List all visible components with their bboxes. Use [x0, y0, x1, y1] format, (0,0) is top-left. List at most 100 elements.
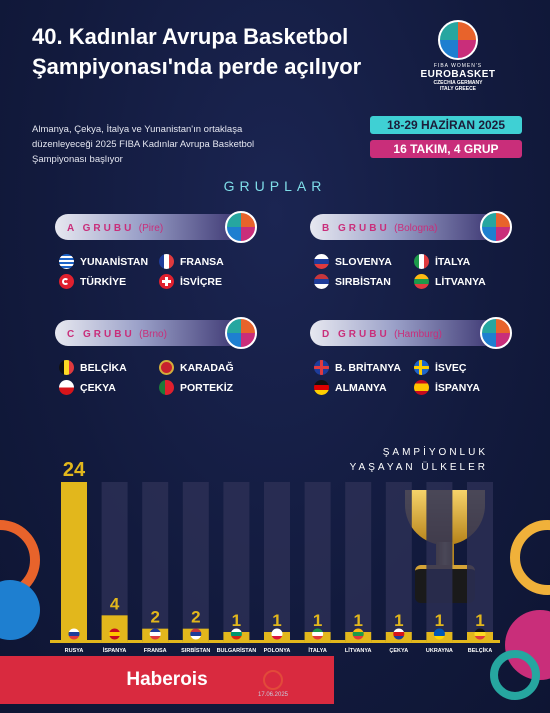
bar-value-label: 1 [272, 611, 281, 630]
logo-hosts-line-2: ITALY GREECE [439, 86, 477, 92]
group-b: B GRUBU (Bologna) SLOVENYA İTALYA SIRBİS… [310, 211, 512, 304]
country-flag-icon [312, 628, 324, 640]
lithuania-flag-icon [414, 274, 429, 289]
group-header: A GRUBU (Pire) [55, 211, 257, 243]
team-item: SLOVENYA [314, 254, 392, 269]
team-name: İSVİÇRE [180, 275, 223, 288]
bar-track [345, 482, 372, 642]
group-header: C GRUBU (Brno) [55, 317, 257, 349]
decorative-ring [510, 520, 550, 595]
team-item: İSPANYA [414, 380, 480, 395]
bar-value-label: 1 [313, 611, 322, 630]
team-name: TÜRKİYE [80, 275, 127, 288]
team-name: YUNANİSTAN [80, 255, 149, 268]
team-item: İSVİÇRE [159, 274, 222, 289]
team-item: ÇEKYA [59, 380, 116, 395]
team-item: B. BRİTANYA [314, 360, 401, 375]
eurobasket-badge-icon [480, 211, 512, 243]
germany-flag-icon [314, 380, 329, 395]
italy-flag-icon [414, 254, 429, 269]
team-item: TÜRKİYE [59, 274, 126, 289]
sweden-flag-icon [414, 360, 429, 375]
category-label: SIRBİSTAN [181, 647, 210, 654]
team-name: PORTEKİZ [180, 381, 234, 394]
eurobasket-badge-icon [480, 317, 512, 349]
switzerland-flag-icon [159, 274, 174, 289]
eurobasket-badge-icon [225, 317, 257, 349]
group-name: B GRUBU [322, 223, 390, 234]
category-label: İTALYA [308, 647, 326, 654]
group-city: (Brno) [139, 329, 167, 340]
country-flag-icon [68, 628, 80, 640]
slovenia-flag-icon [314, 254, 329, 269]
czechia-flag-icon [59, 380, 74, 395]
bar-value-label: 2 [150, 608, 159, 627]
team-list: YUNANİSTAN FRANSA TÜRKİYE İSVİÇRE [55, 254, 255, 304]
bar-track [182, 482, 209, 642]
team-name: BELÇİKA [80, 361, 127, 374]
group-city: (Pire) [138, 223, 164, 234]
team-name: B. BRİTANYA [335, 361, 401, 374]
logo-fiba-text: FIBA WOMEN'S [433, 63, 483, 69]
groups-heading: GRUPLAR [223, 178, 327, 194]
bar-track [426, 482, 453, 642]
bar-value-label: 2 [191, 608, 200, 627]
bar-track [304, 482, 331, 642]
country-flag-icon [271, 628, 283, 640]
group-name: D GRUBU [322, 329, 390, 340]
team-item: YUNANİSTAN [59, 254, 148, 269]
group-name: A GRUBU [67, 223, 135, 234]
group-name: C GRUBU [67, 329, 135, 340]
team-name: ÇEKYA [80, 381, 116, 394]
team-item: ALMANYA [314, 380, 387, 395]
country-flag-icon [149, 628, 161, 640]
category-label: POLONYA [264, 648, 291, 654]
bar-value-label: 24 [63, 459, 86, 481]
category-label: UKRAYNA [426, 648, 453, 654]
team-name: SIRBİSTAN [335, 275, 391, 288]
team-name: SLOVENYA [335, 255, 392, 268]
format-badge: 16 TAKIM, 4 GRUP [370, 140, 522, 158]
country-flag-icon [109, 628, 121, 640]
montenegro-flag-icon [159, 360, 174, 375]
basketball-icon [438, 20, 478, 60]
category-label: RUSYA [65, 648, 84, 654]
bar-value-label: 1 [394, 611, 403, 630]
team-name: LİTVANYA [435, 275, 486, 288]
bar-track [142, 482, 169, 642]
team-name: İSPANYA [435, 381, 480, 394]
team-item: LİTVANYA [414, 274, 486, 289]
team-item: İSVEÇ [414, 360, 467, 375]
group-city: (Bologna) [394, 223, 438, 234]
team-list: BELÇİKA KARADAĞ ÇEKYA PORTEKİZ [55, 360, 255, 410]
group-d: D GRUBU (Hamburg) B. BRİTANYA İSVEÇ ALMA… [310, 317, 512, 410]
group-city: (Hamburg) [394, 329, 442, 340]
category-label: FRANSA [144, 648, 167, 654]
bar-value-label: 1 [475, 611, 484, 630]
france-flag-icon [159, 254, 174, 269]
bar-track [385, 482, 412, 642]
spain-flag-icon [414, 380, 429, 395]
logo-hosts-line-1: CZECHIA GERMANY [433, 80, 483, 86]
group-header: B GRUBU (Bologna) [310, 211, 512, 243]
team-name: İTALYA [435, 255, 471, 268]
belgium-flag-icon [59, 360, 74, 375]
country-flag-icon [433, 628, 445, 640]
country-flag-icon [352, 628, 364, 640]
team-item: FRANSA [159, 254, 224, 269]
bar-value-label: 1 [353, 611, 362, 630]
team-item: SIRBİSTAN [314, 274, 391, 289]
bar-track [264, 482, 290, 642]
category-label: LİTVANYA [345, 647, 372, 654]
team-name: İSVEÇ [435, 361, 467, 374]
greece-flag-icon [59, 254, 74, 269]
category-label: ÇEKYA [389, 648, 408, 654]
serbia-flag-icon [314, 274, 329, 289]
turkey-flag-icon [59, 274, 74, 289]
country-flag-icon [230, 628, 242, 640]
team-name: FRANSA [180, 255, 224, 268]
bar-value-label: 1 [232, 611, 241, 630]
portugal-flag-icon [159, 380, 174, 395]
